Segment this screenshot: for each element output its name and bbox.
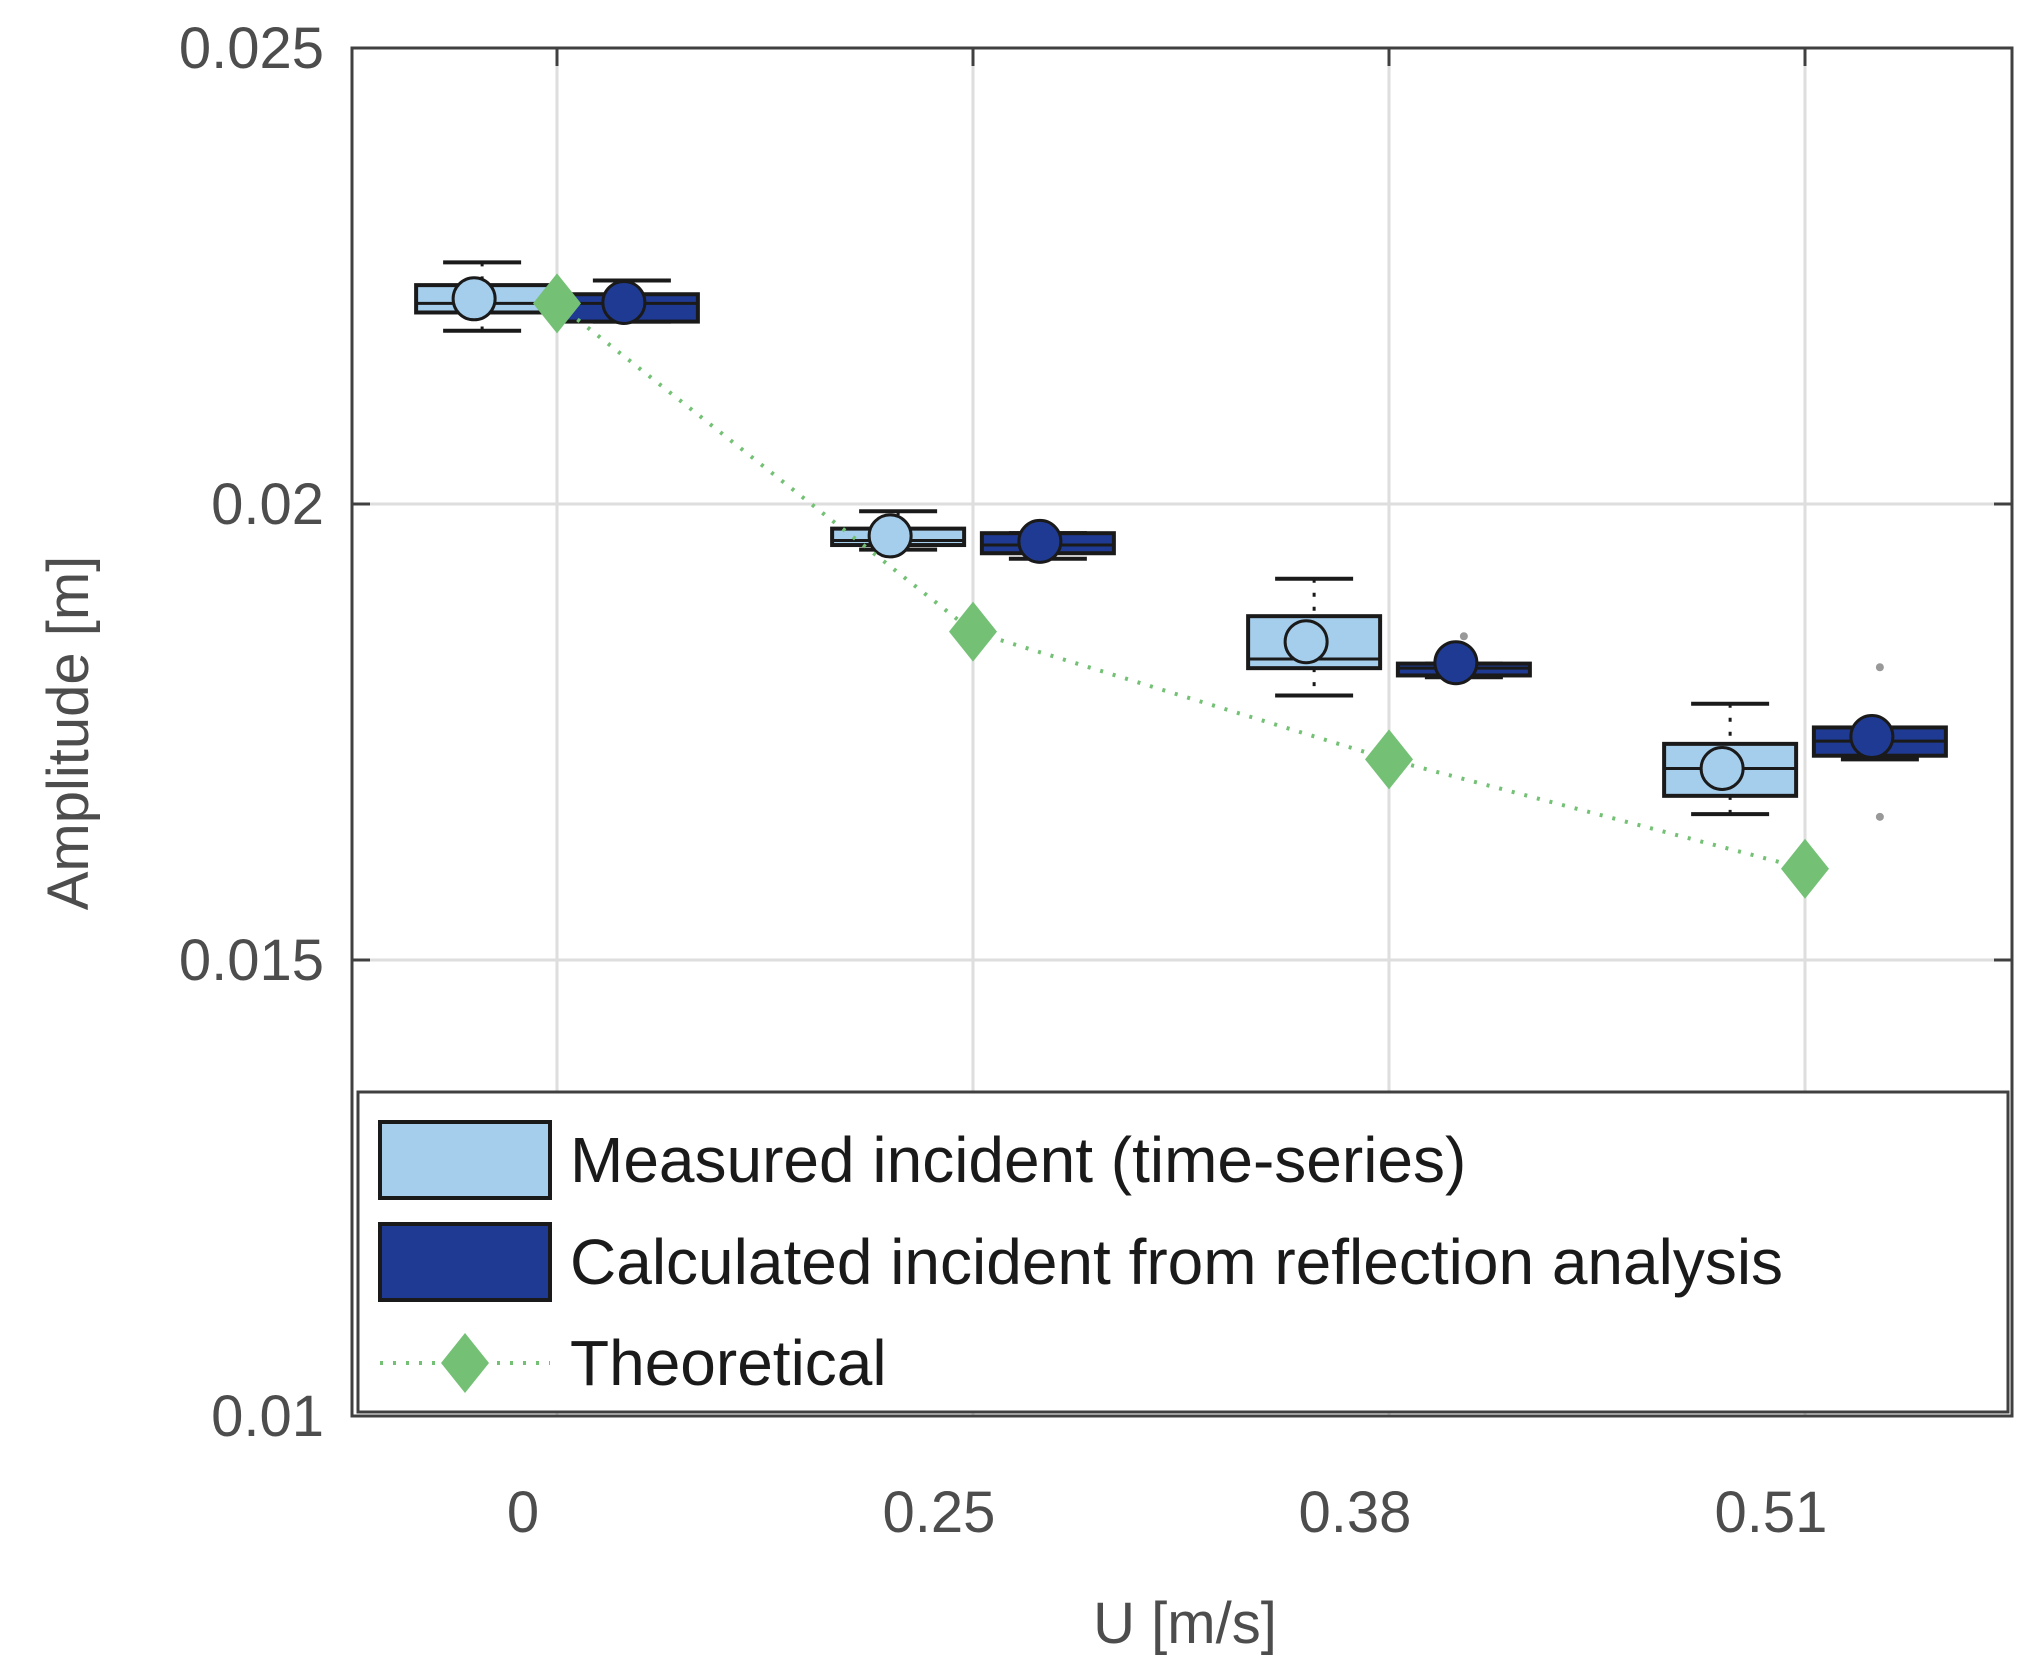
mean-marker xyxy=(1699,745,1745,791)
outlier-point xyxy=(1875,812,1884,821)
y-tick-label: 0.015 xyxy=(179,928,324,993)
mean-marker xyxy=(867,513,913,559)
axis-ticks: 0.01 0.015 0.02 0.025 0 0.25 0.38 0.51 xyxy=(179,16,2012,1545)
x-tick-label: 0.51 xyxy=(1715,1480,1828,1545)
theoretical-line xyxy=(555,301,1806,871)
mean-marker xyxy=(1017,518,1063,564)
x-tick-label: 0.25 xyxy=(883,1480,996,1545)
y-tick-label: 0.02 xyxy=(211,472,324,537)
mean-marker xyxy=(601,279,647,325)
box-series xyxy=(563,278,1948,821)
theoretical-series xyxy=(533,273,1829,899)
x-axis-label: U [m/s] xyxy=(1093,1591,1277,1656)
legend-box xyxy=(356,1090,2010,1414)
legend-label: Theoretical xyxy=(570,1327,887,1399)
x-tick-label: 0 xyxy=(507,1480,539,1545)
plot-series xyxy=(414,260,1948,899)
y-tick-label: 0.025 xyxy=(179,16,324,81)
theoretical-marker xyxy=(949,601,997,662)
legend-swatch xyxy=(378,1120,552,1200)
legend: Measured incident (time-series) Calculate… xyxy=(356,1090,2010,1414)
outlier-point xyxy=(1459,632,1468,641)
outlier-point xyxy=(1875,663,1884,672)
mean-marker xyxy=(1433,640,1479,686)
y-axis-label: Amplitude [m] xyxy=(36,556,101,911)
mean-marker xyxy=(451,276,497,322)
x-tick-label: 0.38 xyxy=(1299,1480,1412,1545)
mean-marker xyxy=(1283,619,1329,665)
legend-label: Calculated incident from reflection anal… xyxy=(570,1226,1783,1298)
theoretical-marker xyxy=(1365,729,1413,790)
plot-frame xyxy=(350,46,2014,1418)
y-tick-label: 0.01 xyxy=(211,1384,324,1449)
theoretical-marker xyxy=(1781,838,1829,899)
legend-diamond-swatch xyxy=(441,1333,489,1393)
legend-label: Measured incident (time-series) xyxy=(570,1124,1466,1196)
mean-marker xyxy=(1849,714,1895,760)
theoretical-marker xyxy=(533,273,581,334)
legend-swatch xyxy=(378,1222,552,1302)
